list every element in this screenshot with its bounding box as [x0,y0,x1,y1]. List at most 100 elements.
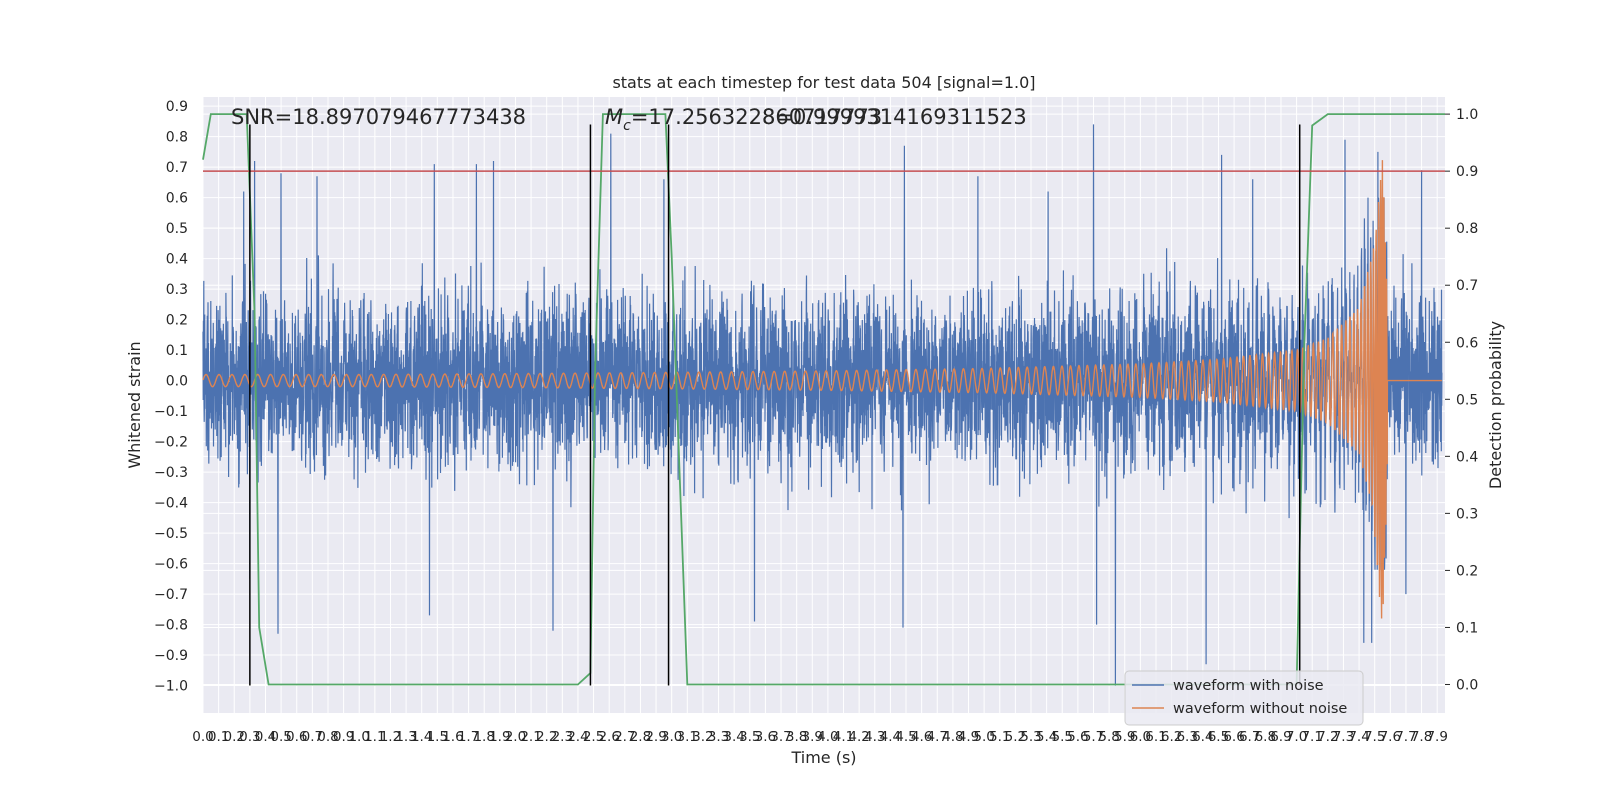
y-tick-label: −0.8 [154,618,188,634]
x-tick-label: 5.3 [1020,729,1041,745]
x-tick-label: 6.1 [1145,729,1166,745]
y-axis-label: Whitened strain [125,341,144,468]
x-tick-label: 7.6 [1380,729,1401,745]
x-tick-label: 0.4 [255,729,276,745]
x-tick-label: 6.8 [1255,729,1276,745]
legend-label-clean: waveform without noise [1173,701,1347,717]
x-tick-label: 6.9 [1270,729,1291,745]
x-tick-label: 0.9 [333,729,354,745]
y2-tick-label: 0.2 [1456,563,1478,579]
x-tick-label: 0.5 [270,729,291,745]
x-tick-label: 0.3 [239,729,260,745]
x-tick-label: 7.4 [1348,729,1369,745]
x-tick-label: 3.0 [661,729,682,745]
x-tick-label: 3.7 [770,729,791,745]
x-tick-label: 3.1 [677,729,698,745]
vertical-marker-lines [249,124,1301,686]
noise-waveform-line [202,124,1443,686]
x-tick-label: 2.1 [520,729,541,745]
x-tick-label: 2.6 [598,729,619,745]
y2-tick-label: 1.0 [1456,107,1478,123]
y2-tick-label: 0.5 [1456,392,1478,408]
x-tick-label: 7.5 [1364,729,1385,745]
clean-waveform-series [202,160,1442,619]
y-tick-label: 0.3 [166,282,188,298]
right-axis-ticks: 1.0 0.9 0.8 0.7 0.6 0.5 0.4 0.3 0.2 0.1 0.0 [1445,107,1478,693]
overlap-annotation: 8=0.9999314169311523 [762,105,1027,129]
y2-axis-label: Detection probability [1486,321,1505,489]
x-tick-label: 7.8 [1411,729,1432,745]
y-tick-label: 0.4 [166,252,188,268]
x-tick-label: 1.7 [458,729,479,745]
x-tick-label: 3.6 [755,729,776,745]
y-tick-label: −0.1 [154,404,188,420]
y2-tick-label: 0.9 [1456,164,1478,180]
clean-waveform-line [202,160,1442,619]
x-tick-label: 7.0 [1286,729,1307,745]
x-tick-label: 1.3 [395,729,416,745]
chirp-mass-annotation: Mc=17.256322860717773 [605,105,882,134]
x-tick-label: 3.8 [786,729,807,745]
x-tick-label: 6.2 [1161,729,1182,745]
x-tick-label: 5.8 [1098,729,1119,745]
x-tick-label: 0.2 [224,729,245,745]
x-tick-label: 1.5 [427,729,448,745]
x-tick-label: 6.7 [1239,729,1260,745]
x-tick-label: 7.1 [1301,729,1322,745]
x-tick-label: 5.1 [989,729,1010,745]
detection-probability-series [202,113,1445,686]
y-tick-label: 0.9 [166,99,188,115]
y-tick-label: 0.1 [166,343,188,359]
y2-tick-label: 0.6 [1456,335,1478,351]
detection-probability-line [202,113,1445,686]
x-axis-ticks: 0.00.10.20.30.40.50.60.70.80.91.01.11.21… [192,729,1448,745]
x-tick-label: 7.9 [1426,729,1447,745]
x-tick-label: 3.9 [802,729,823,745]
y2-tick-label: 0.7 [1456,278,1478,294]
y-tick-label: 0.0 [166,374,188,390]
y-tick-label: −0.3 [154,465,188,481]
x-tick-label: 4.2 [848,729,869,745]
noise-waveform-series [202,124,1443,686]
chart-title: stats at each timestep for test data 504… [612,73,1035,92]
y2-tick-label: 0.1 [1456,620,1478,636]
x-tick-label: 7.7 [1395,729,1416,745]
x-tick-label: 4.6 [911,729,932,745]
y-tick-label: −0.9 [154,648,188,664]
x-tick-label: 4.7 [927,729,948,745]
x-tick-label: 1.0 [348,729,369,745]
x-tick-label: 5.4 [1036,729,1057,745]
x-tick-label: 4.3 [864,729,885,745]
x-tick-label: 1.6 [442,729,463,745]
x-tick-label: 3.4 [723,729,744,745]
y-tick-label: 0.6 [166,191,188,207]
y-tick-label: 0.7 [166,160,188,176]
x-tick-label: 4.4 [880,729,901,745]
y2-tick-label: 0.8 [1456,221,1478,237]
x-tick-label: 2.2 [536,729,557,745]
x-tick-label: 1.4 [411,729,432,745]
x-tick-label: 6.5 [1208,729,1229,745]
legend-box [1124,670,1364,726]
x-tick-label: 2.9 [645,729,666,745]
x-tick-label: 6.3 [1176,729,1197,745]
snr-annotation: SNR=18.897079467773438 [231,105,526,129]
y-tick-label: 0.5 [166,221,188,237]
y-tick-label: 0.2 [166,313,188,329]
y2-tick-label: 0.0 [1456,677,1478,693]
y-tick-label: −0.5 [154,526,188,542]
y2-tick-label: 0.3 [1456,506,1478,522]
x-tick-label: 1.8 [473,729,494,745]
legend: waveform with noise waveform without noi… [1124,670,1364,726]
left-axis-ticks: 0.9 0.8 0.7 0.6 0.5 0.4 0.3 0.2 0.1 0.0 −0.1 −0.2 −0… [154,99,188,694]
x-tick-label: 4.1 [833,729,854,745]
chirp-mass-symbol: M [605,105,623,129]
y-tick-label: −0.2 [154,435,188,451]
x-tick-label: 6.4 [1192,729,1213,745]
x-tick-label: 5.5 [1052,729,1073,745]
x-tick-label: 2.0 [505,729,526,745]
x-tick-label: 2.7 [614,729,635,745]
y2-tick-label: 0.4 [1456,449,1478,465]
